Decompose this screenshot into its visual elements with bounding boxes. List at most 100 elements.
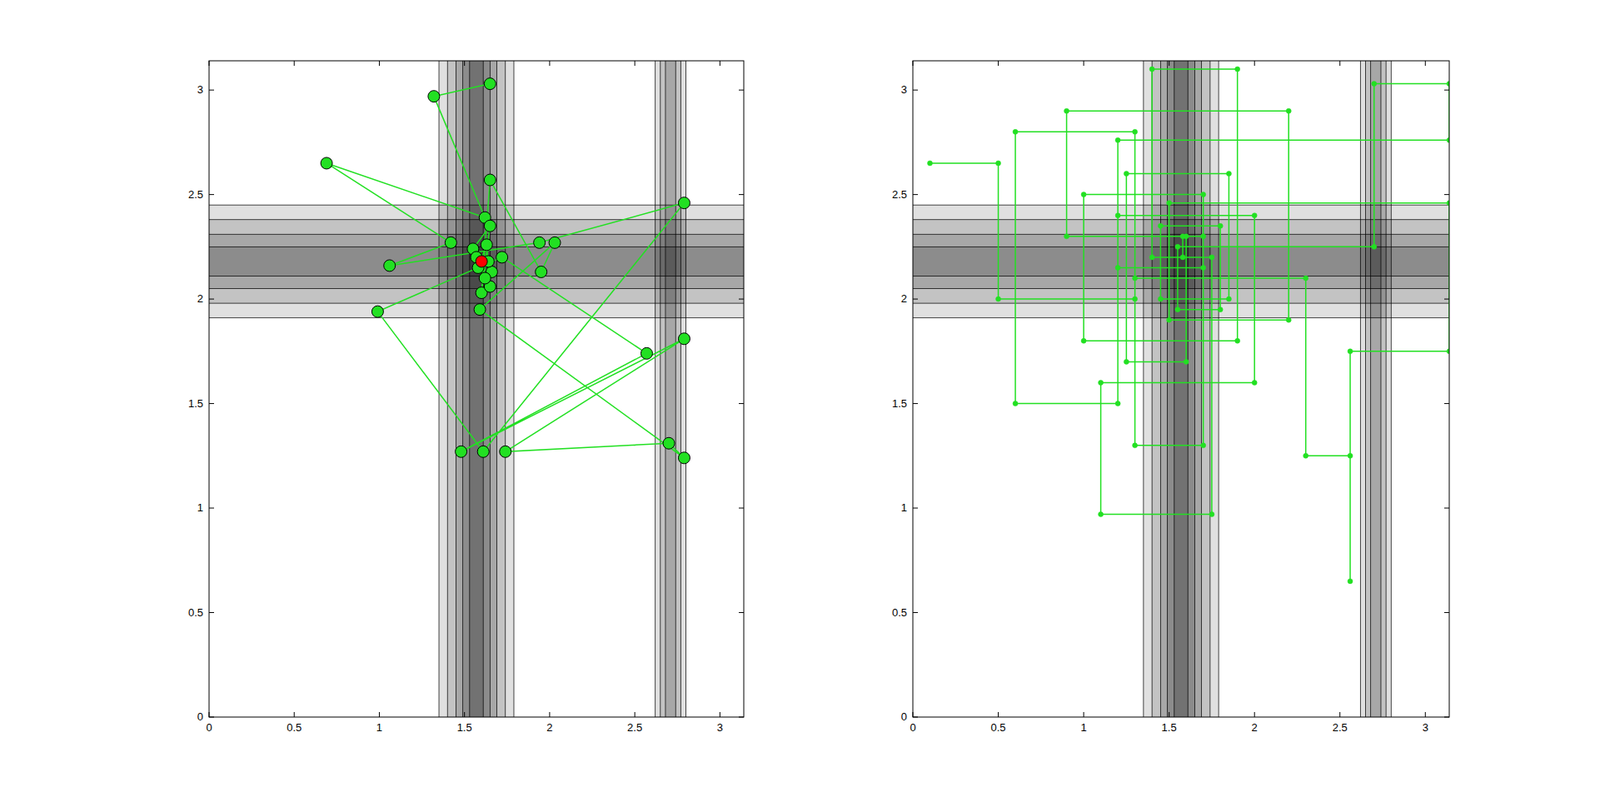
contour-band	[1370, 60, 1381, 718]
point	[1226, 296, 1232, 302]
point	[1251, 213, 1257, 219]
point	[1180, 234, 1186, 240]
contour-band	[912, 219, 1450, 304]
y-tick-label: 1.5	[892, 397, 908, 410]
x-tick	[997, 60, 999, 66]
y-tick	[209, 403, 215, 404]
y-tick	[912, 612, 918, 614]
point	[1175, 307, 1181, 313]
point	[1157, 296, 1163, 302]
x-tick	[463, 60, 465, 66]
contour-band	[912, 246, 1450, 276]
point	[1123, 358, 1129, 364]
point	[996, 296, 1002, 302]
y-tick	[738, 89, 744, 91]
point	[1226, 171, 1232, 177]
point	[1098, 512, 1104, 518]
point	[1183, 358, 1189, 364]
x-tick-label: 0.5	[286, 721, 302, 734]
x-tick-label: 0.5	[991, 721, 1007, 734]
point	[1371, 244, 1377, 250]
point	[1303, 275, 1309, 281]
y-tick	[1444, 299, 1450, 300]
point	[383, 259, 396, 272]
x-tick	[1168, 60, 1170, 66]
x-tick	[719, 712, 721, 718]
y-tick-label: 1	[197, 501, 204, 514]
contour-band	[1365, 60, 1387, 718]
x-tick-label: 2	[1251, 721, 1258, 734]
contour-band	[438, 60, 514, 718]
point	[1201, 192, 1207, 198]
point	[927, 160, 933, 166]
x-tick-label: 3	[717, 721, 723, 734]
axes: 00.511.522.5300.511.522.53	[188, 56, 748, 734]
point	[1064, 108, 1070, 114]
point	[1347, 348, 1353, 354]
y-tick	[738, 508, 744, 509]
point	[1115, 401, 1121, 407]
x-tick	[209, 60, 210, 66]
search-path	[326, 84, 684, 459]
y-tick-label: 0	[197, 710, 204, 723]
contour-band	[469, 60, 484, 718]
point	[1132, 443, 1138, 449]
point	[1303, 453, 1309, 459]
background	[0, 0, 1600, 807]
y-tick	[209, 89, 215, 91]
point	[1209, 254, 1215, 260]
x-tick	[1425, 712, 1426, 718]
y-tick	[209, 299, 215, 300]
point	[1285, 108, 1291, 114]
contour-band	[1174, 60, 1188, 718]
point	[428, 90, 440, 103]
point	[371, 305, 384, 318]
contour-band	[209, 234, 744, 289]
x-tick	[912, 60, 914, 66]
point	[677, 197, 690, 210]
contour-band	[912, 204, 1450, 319]
y-tick	[209, 612, 215, 614]
y-tick	[912, 299, 918, 300]
point	[499, 445, 512, 458]
point	[533, 236, 546, 249]
x-tick	[463, 712, 465, 718]
point	[477, 445, 489, 458]
point	[1157, 223, 1163, 229]
contour-band	[455, 60, 497, 718]
y-tick	[738, 717, 744, 718]
x-tick	[378, 60, 380, 66]
x-tick	[1254, 712, 1256, 718]
point	[1149, 66, 1155, 72]
contour-band	[1143, 60, 1219, 718]
point	[1251, 379, 1257, 385]
x-tick	[1254, 60, 1256, 66]
point	[496, 251, 509, 264]
point	[455, 445, 468, 458]
point	[1081, 192, 1087, 198]
point	[1235, 338, 1241, 344]
figure: 00.511.522.5300.511.522.5300.511.522.530…	[0, 0, 1600, 807]
contour-band	[1160, 60, 1202, 718]
point	[475, 255, 488, 268]
plot-content	[912, 60, 1450, 718]
point	[1132, 275, 1138, 281]
point	[1166, 200, 1172, 206]
x-tick	[294, 60, 295, 66]
contour-band	[209, 204, 744, 319]
point	[1217, 223, 1223, 229]
y-tick	[912, 194, 918, 195]
point	[1285, 317, 1291, 323]
point	[1123, 171, 1129, 177]
x-tick-label: 3	[1422, 721, 1429, 734]
point	[473, 304, 486, 316]
y-tick-label: 0	[901, 710, 908, 723]
point	[320, 157, 333, 170]
y-tick	[912, 717, 918, 718]
point	[1201, 264, 1207, 270]
point	[483, 78, 496, 90]
x-tick-label: 2.5	[1332, 721, 1348, 734]
point	[1115, 264, 1121, 270]
x-tick	[1339, 60, 1341, 66]
x-tick-label: 2	[546, 721, 553, 734]
